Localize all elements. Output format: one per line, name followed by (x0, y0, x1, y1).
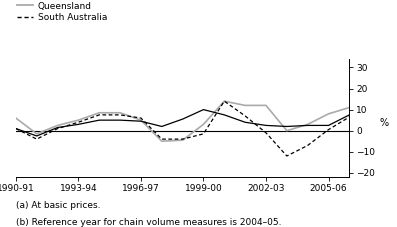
South Australia (326, 128, 331, 131)
Text: (b) Reference year for chain volume measures is 2004–05.: (b) Reference year for chain volume meas… (16, 218, 281, 227)
Queensland (222, 100, 227, 103)
Queensland (305, 123, 310, 126)
Australia (264, 124, 268, 127)
Australia (159, 125, 164, 128)
Australia (97, 119, 102, 121)
Australia (180, 118, 185, 121)
Australia (222, 114, 227, 116)
Australia (347, 114, 352, 116)
Australia (55, 126, 60, 129)
Australia (76, 123, 81, 126)
South Australia (347, 116, 352, 118)
Queensland (180, 139, 185, 142)
South Australia (76, 121, 81, 124)
South Australia (305, 144, 310, 147)
South Australia (139, 117, 143, 119)
Line: Queensland: Queensland (16, 101, 349, 141)
South Australia (55, 127, 60, 130)
Queensland (13, 117, 18, 119)
Line: Australia: Australia (16, 110, 349, 136)
South Australia (34, 138, 39, 141)
Australia (13, 127, 18, 130)
Queensland (34, 133, 39, 135)
Queensland (243, 104, 247, 107)
Queensland (118, 111, 122, 114)
South Australia (284, 155, 289, 157)
South Australia (180, 138, 185, 141)
Australia (305, 124, 310, 127)
Queensland (284, 129, 289, 132)
Y-axis label: %: % (379, 118, 388, 128)
Queensland (97, 111, 102, 114)
South Australia (222, 100, 227, 103)
South Australia (118, 114, 122, 116)
Australia (139, 120, 143, 123)
South Australia (159, 138, 164, 141)
Australia (118, 119, 122, 121)
Queensland (139, 119, 143, 121)
Australia (326, 124, 331, 127)
Queensland (264, 104, 268, 107)
Queensland (201, 123, 206, 126)
Australia (34, 135, 39, 137)
South Australia (243, 115, 247, 117)
Queensland (76, 119, 81, 121)
South Australia (97, 114, 102, 116)
South Australia (13, 127, 18, 130)
Legend: Australia, Queensland, South Australia: Australia, Queensland, South Australia (17, 0, 107, 22)
Line: South Australia: South Australia (16, 101, 349, 156)
South Australia (264, 131, 268, 134)
Queensland (347, 106, 352, 109)
Text: (a) At basic prices.: (a) At basic prices. (16, 201, 100, 210)
Australia (243, 121, 247, 124)
Queensland (55, 124, 60, 127)
South Australia (201, 133, 206, 135)
Australia (201, 108, 206, 111)
Queensland (326, 112, 331, 115)
Queensland (159, 140, 164, 143)
Australia (284, 125, 289, 128)
